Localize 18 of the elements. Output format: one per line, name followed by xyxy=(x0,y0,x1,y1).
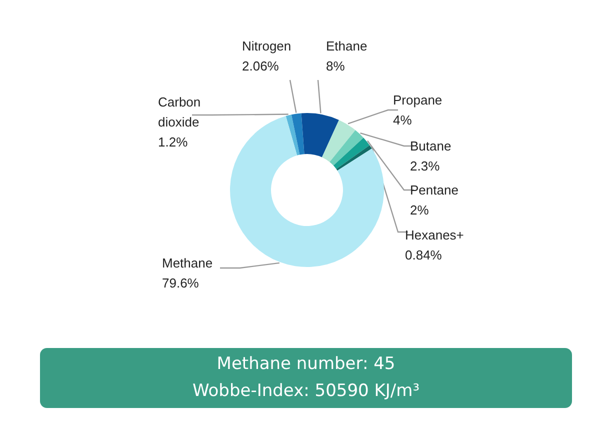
data-label: 0.84% xyxy=(405,248,442,262)
slice-label: Pentane xyxy=(410,182,458,198)
data-label: 8% xyxy=(326,58,346,74)
data-label: 1.2% xyxy=(158,134,188,150)
slice-label: Nitrogen xyxy=(242,38,292,54)
slice-label: Butane xyxy=(410,138,452,154)
text: Wobbe-Index: 50590 KJ/m³ xyxy=(191,380,421,403)
slice-label: Carbon dioxide xyxy=(158,94,204,130)
slice-label: Propane xyxy=(393,92,442,108)
data-label: 2.3% xyxy=(410,158,440,174)
data-label: 4% xyxy=(393,112,412,128)
data-label: 2.06% xyxy=(242,58,280,74)
data-label: 79.6% xyxy=(162,276,200,290)
slice-label: Ethane xyxy=(326,38,368,54)
slice-label: Methane xyxy=(162,256,213,270)
text: Methane number: 45 xyxy=(216,353,396,376)
slice-label: Hexanes+ xyxy=(405,228,464,242)
data-label: 2% xyxy=(410,202,430,218)
